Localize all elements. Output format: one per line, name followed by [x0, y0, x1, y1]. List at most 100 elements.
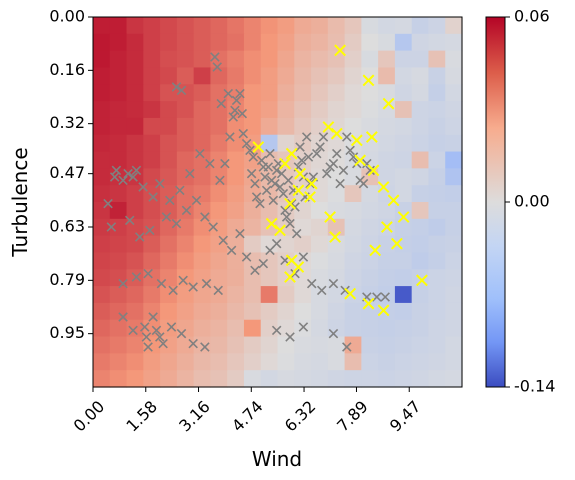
- x-marker: [148, 312, 158, 322]
- heatmap-cell: [176, 218, 195, 237]
- heatmap-cell: [93, 134, 111, 153]
- heatmap-cell: [193, 269, 212, 287]
- heatmap-cell: [93, 168, 111, 186]
- heatmap-cell: [227, 67, 245, 85]
- x-marker: [175, 185, 185, 196]
- heatmap-cell: [176, 370, 195, 388]
- heatmap-cell: [327, 218, 346, 237]
- heatmap-cell: [294, 117, 312, 136]
- heatmap-cell: [445, 168, 463, 186]
- heatmap-cell: [327, 50, 346, 69]
- x-marker: [397, 211, 410, 223]
- heatmap-cell: [378, 117, 396, 136]
- heatmap-cell: [176, 319, 195, 338]
- heatmap-cell: [143, 101, 161, 119]
- x-marker: [223, 88, 234, 99]
- x-marker: [226, 245, 237, 256]
- heatmap-cell: [294, 286, 312, 304]
- x-marker: [143, 342, 153, 352]
- heatmap-cell: [277, 353, 295, 371]
- heatmap-cell: [294, 50, 312, 69]
- heatmap-cell: [327, 134, 346, 153]
- heatmap-cell: [394, 33, 413, 52]
- x-marker: [329, 231, 342, 243]
- heatmap-cell: [411, 151, 430, 169]
- x-marker: [290, 202, 300, 212]
- colorbar-tick-label: -0.14: [514, 377, 555, 396]
- heatmap-cell: [143, 117, 161, 136]
- heatmap-cell: [109, 101, 128, 119]
- x-marker: [338, 165, 349, 176]
- heatmap-cell: [143, 286, 161, 304]
- heatmap-cell: [109, 252, 128, 270]
- x-marker: [294, 167, 306, 180]
- heatmap-cell: [428, 269, 446, 287]
- x-marker: [298, 252, 309, 262]
- x-marker: [350, 134, 363, 147]
- x-marker: [340, 285, 350, 296]
- heatmap-cell: [294, 302, 312, 321]
- x-marker: [296, 155, 307, 166]
- x-marker: [271, 325, 282, 336]
- heatmap-cell: [445, 185, 463, 203]
- x-marker: [118, 175, 128, 186]
- heatmap-cell: [193, 370, 212, 388]
- x-marker: [220, 158, 230, 169]
- heatmap-cell: [93, 353, 111, 371]
- heatmap-cell: [160, 269, 178, 287]
- heatmap-cell: [160, 353, 178, 371]
- heatmap-cell: [227, 33, 245, 52]
- x-marker: [285, 332, 295, 342]
- heatmap-cell: [143, 67, 161, 85]
- x-marker: [166, 322, 177, 332]
- heatmap-cell: [126, 117, 144, 136]
- heatmap-cell: [344, 252, 362, 270]
- heatmap-cell: [344, 117, 362, 136]
- heatmap-cell: [378, 84, 396, 102]
- heatmap-cell: [428, 117, 446, 136]
- heatmap-cell: [176, 235, 195, 254]
- heatmap-cell: [260, 67, 279, 85]
- heatmap-cell: [361, 33, 379, 52]
- y-axis-ticks: 0.00 0.16 0.32 0.47 0.63 0.79 0.95: [49, 7, 93, 342]
- heatmap-cell: [93, 218, 111, 237]
- heatmap-cell: [361, 252, 379, 270]
- heatmap-cell: [126, 101, 144, 119]
- heatmap-cell: [361, 319, 379, 338]
- x-marker: [298, 322, 309, 332]
- heatmap-cell: [378, 235, 396, 254]
- heatmap-cell: [109, 202, 128, 220]
- heatmap-cell: [378, 101, 396, 119]
- x-marker: [268, 195, 279, 206]
- heatmap-cell: [126, 370, 144, 388]
- heatmap-cell: [160, 151, 178, 169]
- heatmap-cell: [143, 353, 161, 371]
- x-marker: [290, 268, 300, 279]
- x-marker: [171, 82, 182, 92]
- heatmap-cell: [327, 286, 346, 304]
- x-marker: [324, 211, 337, 223]
- x-marker: [250, 178, 260, 189]
- heatmap-cell: [210, 67, 228, 85]
- heatmap-cell: [428, 353, 446, 371]
- heatmap-cell: [344, 50, 362, 69]
- x-marker: [372, 292, 382, 302]
- x-marker: [106, 222, 117, 232]
- heatmap-cell: [411, 185, 430, 203]
- heatmap-cell: [344, 67, 362, 85]
- x-marker: [201, 278, 212, 289]
- heatmap-cell: [126, 151, 144, 169]
- heatmap-cell: [344, 370, 362, 388]
- x-marker: [155, 178, 165, 189]
- heatmap-cell: [411, 202, 430, 220]
- heatmap-cell: [93, 336, 111, 354]
- heatmap-cell: [160, 218, 178, 237]
- heatmap-cell: [428, 151, 446, 169]
- y-tick-label: 0.47: [49, 163, 85, 182]
- heatmap-cell: [428, 286, 446, 304]
- heatmap-cell: [311, 202, 329, 220]
- x-marker: [171, 218, 182, 229]
- heatmap-cell: [93, 67, 111, 85]
- heatmap-cell: [378, 33, 396, 52]
